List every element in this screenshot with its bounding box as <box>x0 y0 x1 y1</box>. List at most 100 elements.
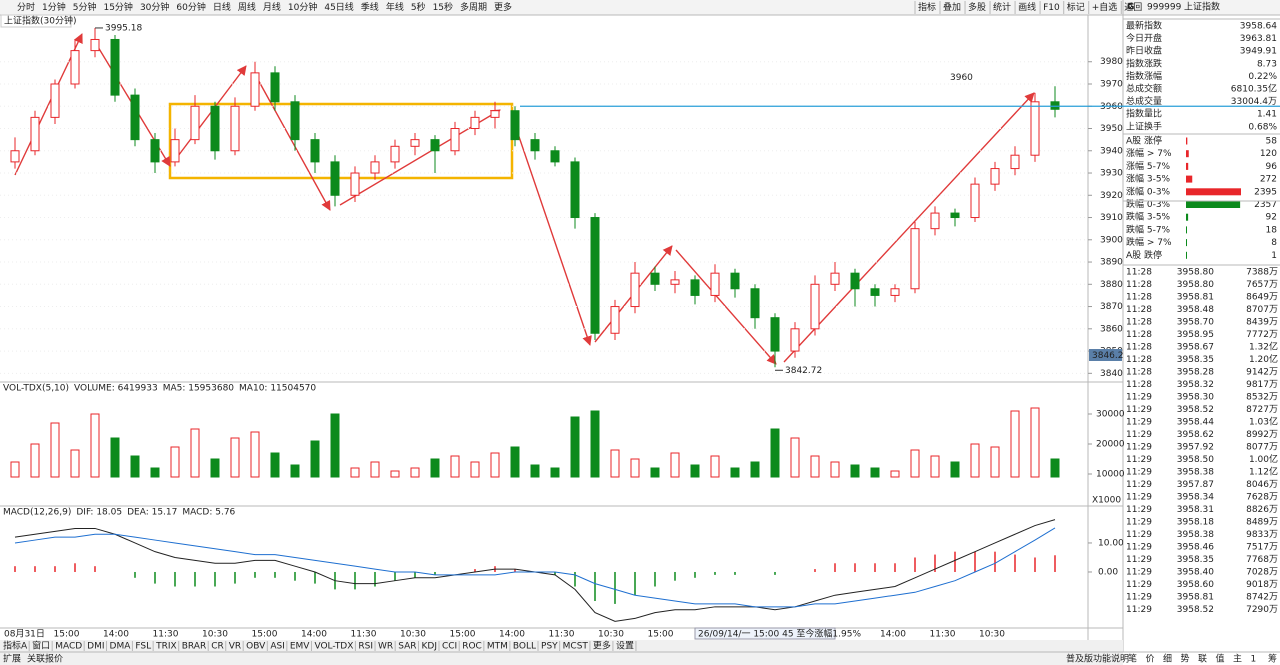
tool-button[interactable]: 多股 <box>968 1 986 13</box>
stat-value: 6810.35亿 <box>1231 83 1277 95</box>
candle-body <box>130 94 140 141</box>
indicator-tab[interactable]: 更多 <box>593 640 611 652</box>
indicator-tab[interactable]: DMA <box>110 642 132 652</box>
period-button[interactable]: 1分钟 <box>42 1 66 13</box>
breadth-value: 92 <box>1266 213 1277 223</box>
tool-button[interactable]: 叠加 <box>943 2 961 13</box>
footer-button[interactable]: 联 <box>1198 654 1207 665</box>
period-button[interactable]: 15分钟 <box>103 1 132 13</box>
tick-volume: 7772万 <box>1246 330 1278 340</box>
tool-button[interactable]: 标记 <box>1067 1 1085 13</box>
volume-bar <box>310 440 320 478</box>
indicator-tab[interactable]: RSI <box>358 642 373 652</box>
period-button[interactable]: 10分钟 <box>288 1 317 13</box>
period-button[interactable]: 周线 <box>238 1 256 13</box>
indicator-tab[interactable]: 指标A <box>3 640 28 652</box>
candle-body <box>350 172 360 196</box>
candle-body <box>310 139 320 163</box>
candle-body <box>10 150 20 163</box>
y-tick-label: 3860 <box>1100 324 1123 334</box>
footer-button[interactable]: 主 <box>1233 653 1242 665</box>
volume-bar <box>1050 458 1060 478</box>
tool-button[interactable]: +自选 <box>1092 1 1118 13</box>
breadth-label: 涨幅 0-3% <box>1126 185 1171 197</box>
breadth-bar <box>1186 239 1187 247</box>
period-button[interactable]: 月线 <box>263 1 281 13</box>
tick-price: 3958.95 <box>1177 330 1214 340</box>
indicator-tab[interactable]: OBV <box>246 642 266 652</box>
period-button[interactable]: 5秒 <box>411 1 426 13</box>
candle-body <box>910 228 920 290</box>
breadth-value: 18 <box>1266 225 1278 235</box>
footer-button[interactable]: 值 <box>1216 653 1225 665</box>
period-button[interactable]: 多周期 <box>460 1 487 13</box>
indicator-tab[interactable]: MACD <box>55 642 82 652</box>
indicator-tab[interactable]: EMV <box>290 642 310 652</box>
footer-button[interactable]: 价 <box>1146 654 1155 665</box>
indicator-tab[interactable]: VOL-TDX <box>314 642 353 652</box>
footer-button[interactable]: 势 <box>1181 653 1190 665</box>
time-label: 15:00 <box>450 630 476 640</box>
tool-button[interactable]: 画线 <box>1018 1 1036 13</box>
indicator-tab[interactable]: VR <box>229 642 241 652</box>
indicator-tab[interactable]: BRAR <box>182 642 206 652</box>
tick-time: 11:29 <box>1126 568 1152 578</box>
extension-tab[interactable]: 关联报价 <box>27 653 63 665</box>
indicator-tab[interactable]: DMI <box>87 642 104 652</box>
time-label: 15:00 <box>252 630 278 640</box>
candle-body <box>270 72 280 103</box>
indicator-tab[interactable]: SAR <box>398 642 416 652</box>
period-button[interactable]: 30分钟 <box>140 1 169 13</box>
extension-tab[interactable]: 扩展 <box>3 653 21 665</box>
indicator-tab[interactable]: PSY <box>541 642 558 652</box>
volume-bar <box>10 461 20 478</box>
period-button[interactable]: 60分钟 <box>176 1 205 13</box>
footer-button[interactable]: 细 <box>1163 653 1172 665</box>
period-button[interactable]: 季线 <box>361 1 379 13</box>
indicator-tab[interactable]: CR <box>211 642 224 652</box>
period-button[interactable]: 更多 <box>494 1 512 13</box>
candle-body <box>150 139 160 163</box>
candle-body <box>790 328 800 352</box>
indicator-tab[interactable]: WR <box>378 642 393 652</box>
indicator-tab[interactable]: TRIX <box>155 642 177 652</box>
indicator-tab[interactable]: MTM <box>487 642 508 652</box>
period-button[interactable]: 年线 <box>386 1 404 13</box>
indicator-tab[interactable]: BOLL <box>513 642 536 652</box>
indicator-tab[interactable]: FSL <box>135 642 151 652</box>
feature-note[interactable]: 普及版功能说明 <box>1066 653 1129 665</box>
indicator-tab[interactable]: ROC <box>462 642 482 652</box>
candle-body <box>410 139 420 147</box>
footer-button[interactable]: 1 <box>1251 655 1257 665</box>
y-tick-label: 3970 <box>1100 79 1123 89</box>
tool-button[interactable]: F10 <box>1043 3 1060 13</box>
time-label: 11:30 <box>930 630 956 640</box>
stat-label: 总成交额 <box>1126 83 1162 95</box>
period-button[interactable]: 15秒 <box>433 1 453 13</box>
candle-body <box>870 288 880 296</box>
tick-volume: 7657万 <box>1246 280 1278 290</box>
indicator-tab[interactable]: CCI <box>442 642 457 652</box>
volume-bar <box>810 455 820 478</box>
low-label: 3842.72 <box>785 366 822 376</box>
stat-label: 指数涨跌 <box>1126 57 1162 69</box>
tick-time: 11:28 <box>1126 330 1152 340</box>
tick-price: 3958.81 <box>1177 593 1214 603</box>
indicator-tab[interactable]: 设置 <box>616 641 634 652</box>
volume-bar <box>890 470 900 478</box>
tool-button[interactable]: 指标 <box>918 1 936 13</box>
period-button[interactable]: 45日线 <box>324 1 353 13</box>
indicator-tab[interactable]: MCST <box>563 642 589 652</box>
indicator-tab[interactable]: ASI <box>270 642 285 652</box>
indicator-tab[interactable]: 窗口 <box>32 640 50 652</box>
period-button[interactable]: 日线 <box>213 1 231 13</box>
period-button[interactable]: 分时 <box>17 1 35 13</box>
candle-body <box>590 217 600 334</box>
footer-button[interactable]: 筹 <box>1268 653 1277 665</box>
tick-time: 11:29 <box>1126 430 1152 440</box>
tool-button[interactable]: 返回 <box>1124 1 1142 13</box>
footer-button[interactable]: 笔 <box>1128 653 1137 665</box>
indicator-tab[interactable]: KDJ <box>421 642 437 652</box>
period-button[interactable]: 5分钟 <box>73 1 97 13</box>
tool-button[interactable]: 统计 <box>993 1 1011 13</box>
